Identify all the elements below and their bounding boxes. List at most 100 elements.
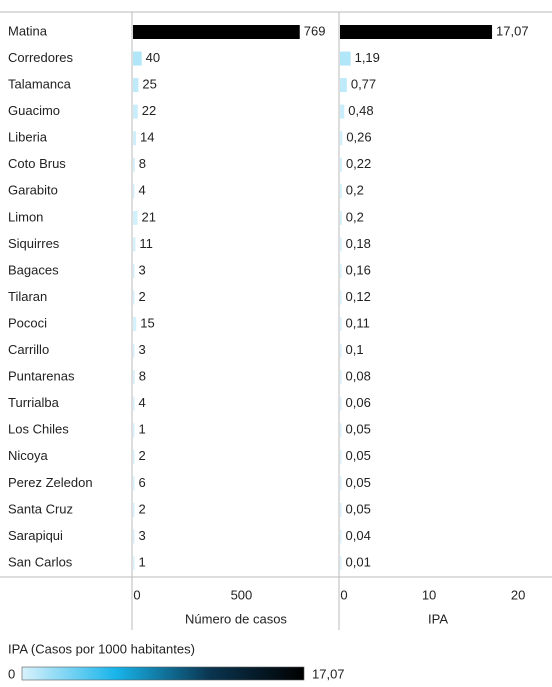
- value-label: 0,06: [346, 395, 371, 410]
- value-label: 0,77: [351, 77, 376, 92]
- bar: [133, 396, 135, 411]
- value-label: 0,2: [346, 209, 364, 224]
- category-label: Nicoya: [8, 448, 49, 463]
- value-label: 4: [139, 395, 146, 410]
- category-label: Sarapiqui: [8, 528, 63, 543]
- value-label: 11: [139, 236, 153, 251]
- value-label: 3: [139, 262, 146, 277]
- category-label: Talamanca: [8, 77, 72, 92]
- category-label: Tilaran: [8, 289, 47, 304]
- value-label: 3: [139, 528, 146, 543]
- value-label: 0,01: [346, 554, 371, 569]
- colorbar-tick-label: 17,07: [312, 666, 345, 681]
- bar: [133, 529, 135, 544]
- category-label: Turrialba: [8, 395, 60, 410]
- bar: [340, 290, 342, 305]
- bar: [340, 476, 342, 491]
- value-label: 2: [139, 501, 146, 516]
- bar: [133, 502, 135, 517]
- bar: [340, 502, 342, 517]
- category-label: Pococi: [8, 315, 47, 330]
- bar: [340, 210, 342, 225]
- value-label: 0,2: [346, 183, 364, 198]
- value-label: 15: [140, 315, 154, 330]
- category-label: Limon: [8, 209, 43, 224]
- bar: [340, 556, 342, 570]
- value-label: 40: [146, 50, 160, 65]
- bar: [133, 370, 135, 385]
- bar: [133, 237, 136, 252]
- value-label: 0,22: [346, 156, 371, 171]
- bar: [133, 51, 142, 66]
- value-label: 0,1: [346, 342, 364, 357]
- bar: [340, 396, 342, 411]
- value-label: 3: [139, 342, 146, 357]
- value-label: 0,26: [346, 130, 371, 145]
- category-label: Corredores: [8, 50, 74, 65]
- bar: [133, 157, 135, 172]
- bar: [133, 317, 137, 332]
- bar: [340, 449, 342, 464]
- value-label: 0,16: [346, 262, 371, 277]
- bar: [133, 343, 135, 358]
- bar: [340, 529, 342, 544]
- bar: [340, 423, 342, 438]
- value-label: 22: [142, 103, 156, 118]
- category-label: San Carlos: [8, 554, 73, 569]
- bar: [340, 263, 342, 278]
- bar: [340, 51, 351, 66]
- x-tick-label: 10: [422, 587, 436, 602]
- colorbar: [21, 666, 305, 681]
- value-label: 1: [139, 554, 146, 569]
- bar: [340, 317, 342, 332]
- value-label: 0,04: [346, 528, 371, 543]
- category-label: Bagaces: [8, 262, 59, 277]
- bar: [133, 78, 139, 93]
- axis-title: Número de casos: [185, 611, 287, 626]
- category-label: Puntarenas: [8, 369, 75, 384]
- category-label: Guacimo: [8, 103, 60, 118]
- value-label: 0,18: [346, 236, 371, 251]
- bar: [340, 25, 493, 39]
- value-label: 8: [139, 156, 146, 171]
- bar: [133, 104, 138, 119]
- bar: [133, 556, 135, 570]
- value-label: 21: [142, 209, 156, 224]
- x-tick-label: 20: [511, 587, 525, 602]
- bar: [133, 131, 137, 146]
- colorbar-tick-label: 0: [8, 666, 15, 681]
- value-label: 1,19: [355, 50, 380, 65]
- value-label: 0,48: [348, 103, 373, 118]
- bar: [133, 263, 135, 278]
- value-label: 769: [304, 23, 326, 38]
- value-label: 0,12: [346, 289, 371, 304]
- value-label: 0,05: [346, 422, 371, 437]
- value-label: 8: [139, 369, 146, 384]
- bar: [340, 131, 343, 146]
- value-label: 6: [139, 475, 146, 490]
- value-label: 0,05: [346, 448, 371, 463]
- category-label: Perez Zeledon: [8, 475, 93, 490]
- category-label: Santa Cruz: [8, 501, 73, 516]
- value-label: 0,05: [346, 501, 371, 516]
- x-tick-label: 500: [231, 587, 253, 602]
- category-label: Los Chiles: [8, 422, 69, 437]
- bar: [340, 104, 345, 119]
- category-label: Siquirres: [8, 236, 60, 251]
- category-label: Carrillo: [8, 342, 49, 357]
- value-label: 0,05: [346, 475, 371, 490]
- value-label: 2: [139, 289, 146, 304]
- x-tick-label: 0: [340, 587, 347, 602]
- bar: [133, 210, 138, 225]
- bar: [133, 290, 135, 305]
- value-label: 25: [142, 77, 156, 92]
- category-label: Coto Brus: [8, 156, 66, 171]
- x-tick-label: 0: [133, 587, 140, 602]
- bar: [133, 25, 300, 39]
- category-label: Liberia: [8, 130, 48, 145]
- value-label: 14: [140, 130, 154, 145]
- bar: [340, 370, 342, 385]
- value-label: 2: [139, 448, 146, 463]
- value-label: 0,11: [346, 315, 370, 330]
